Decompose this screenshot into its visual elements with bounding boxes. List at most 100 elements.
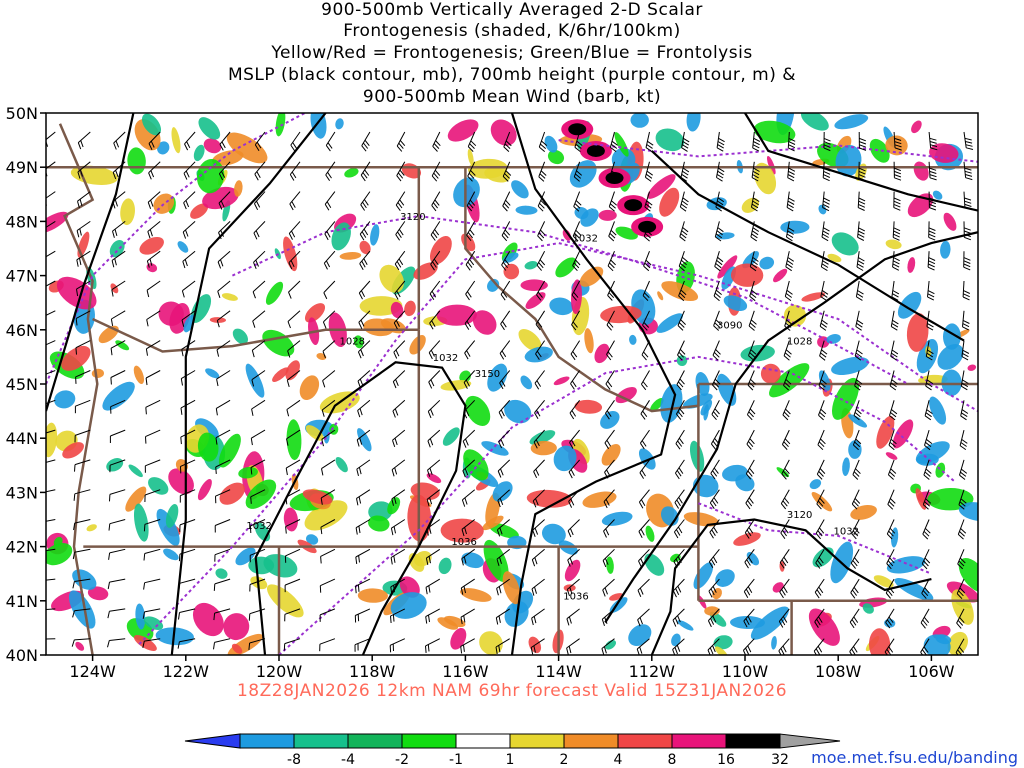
lat-label: 47N [6, 267, 38, 286]
wind-barb [497, 459, 511, 478]
wind-barb [571, 280, 581, 301]
shading-cell [190, 294, 212, 323]
shading-cell [299, 375, 320, 401]
shading-cell [487, 363, 508, 392]
shading-cell [862, 603, 874, 614]
wind-barb [251, 340, 266, 358]
wind-barb [745, 459, 755, 480]
wind-barb [461, 519, 476, 537]
wind-barb [715, 191, 725, 212]
shading-cell [461, 552, 484, 569]
wind-barb [359, 250, 371, 270]
wind-barb [744, 519, 755, 539]
wind-barb [922, 489, 932, 510]
shading-cell [235, 547, 256, 566]
shading-cell [741, 197, 760, 213]
shading-cell [868, 628, 891, 655]
shading-cell [197, 478, 212, 501]
wind-barb [320, 548, 336, 564]
shading-cell [713, 635, 733, 650]
shading-cell [943, 212, 957, 231]
shading-cell [541, 523, 566, 545]
wind-barb [713, 310, 722, 331]
wind-barb [707, 638, 720, 655]
wind-barb [566, 578, 580, 597]
wind-barb [217, 250, 231, 269]
wind-barb [250, 459, 266, 475]
wind-barb [851, 489, 861, 510]
wind-barb [253, 250, 266, 269]
wind-barb [395, 221, 406, 241]
shading-cell [549, 297, 574, 316]
wind-barb [928, 191, 937, 211]
shading-cell [801, 113, 829, 131]
wind-barb [74, 459, 91, 472]
colorbar-label: 16 [717, 752, 735, 768]
wind-barb [285, 489, 301, 505]
wind-barb [462, 459, 476, 478]
wind-barb [148, 161, 161, 180]
band-core [568, 123, 587, 136]
wind-barb [501, 221, 511, 242]
lat-label: 41N [6, 592, 38, 611]
wind-barb [602, 578, 615, 597]
state-border [92, 317, 419, 353]
wind-barb [324, 191, 336, 211]
wind-barb [675, 429, 685, 450]
shading-cell [769, 363, 810, 398]
shading-cell [483, 539, 509, 582]
wind-barb [787, 161, 796, 182]
shading-cell [811, 492, 833, 512]
shading-cell [304, 303, 326, 323]
shading-cell [165, 503, 179, 528]
height-contour [138, 242, 978, 645]
shading-cell [530, 440, 557, 456]
wind-barb [110, 399, 126, 414]
wind-barb [496, 578, 510, 596]
wind-barb [502, 191, 511, 212]
wind-barb [426, 519, 441, 536]
wind-barb [959, 459, 968, 480]
wind-barb [147, 221, 161, 239]
shading-cell [344, 168, 359, 178]
wind-barb [820, 251, 830, 272]
wind-barb [674, 489, 685, 509]
shading-cell [133, 503, 149, 542]
mslp-contour [170, 113, 327, 655]
wind-barb [145, 340, 161, 356]
wind-barb [536, 250, 546, 271]
mslp-label: 1032 [433, 353, 458, 364]
mslp-contour [744, 113, 978, 212]
shading-cell [526, 489, 573, 508]
wind-barb [466, 191, 476, 212]
wind-barb [322, 310, 336, 329]
wind-barb [962, 310, 970, 331]
wind-barb [46, 131, 56, 147]
wind-barb [112, 161, 126, 180]
wind-barb [644, 191, 653, 212]
shading-cell [594, 343, 610, 364]
wind-barb [181, 280, 196, 298]
colorbar-label: 32 [771, 752, 789, 768]
wind-barb [785, 251, 794, 272]
band-core [586, 144, 605, 157]
shading-cell [502, 571, 521, 605]
wind-barb [855, 310, 864, 331]
wind-barb [601, 608, 615, 626]
wind-barb [922, 519, 931, 540]
wind-barb [893, 131, 902, 151]
lat-label: 44N [6, 429, 38, 448]
shading-cell [511, 180, 529, 199]
wind-barb [818, 400, 827, 421]
wind-barb [849, 608, 860, 629]
wind-barb [213, 638, 231, 650]
wind-barb [285, 519, 301, 534]
mslp-contour [46, 113, 135, 412]
wind-barb [778, 638, 790, 655]
wind-barb [390, 578, 406, 594]
wind-barb [531, 608, 545, 626]
shading-cell [192, 602, 224, 637]
wind-barb [746, 429, 755, 450]
wind-barb [461, 489, 476, 507]
shading-cell [245, 363, 265, 398]
